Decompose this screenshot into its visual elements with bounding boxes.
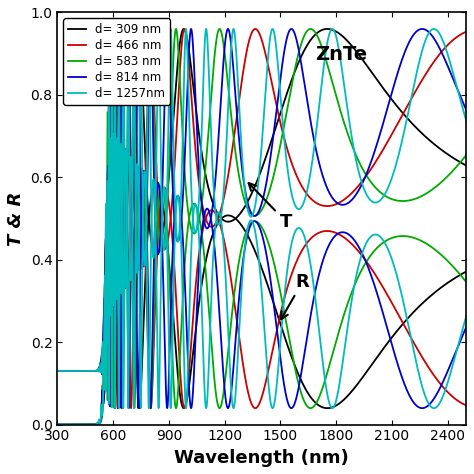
d= 466 nm (297, 179, 302, 184)
d= 583 nm (55, 422, 60, 428)
d= 309 nm (464, 163, 469, 168)
d= 466 nm (253, 26, 258, 32)
d= 814 nm (202, 224, 208, 229)
Line: d= 309 nm: d= 309 nm (57, 29, 466, 425)
Text: R: R (281, 273, 310, 319)
Y-axis label: T & R: T & R (7, 191, 25, 246)
d= 583 nm (55, 422, 60, 428)
d= 583 nm (380, 191, 385, 197)
d= 309 nm (358, 54, 364, 60)
d= 466 nm (314, 201, 320, 206)
d= 466 nm (358, 181, 364, 186)
d= 466 nm (202, 215, 208, 220)
Text: T: T (249, 183, 292, 231)
Text: ZnTe: ZnTe (315, 46, 367, 64)
X-axis label: Wavelength (nm): Wavelength (nm) (174, 449, 349, 467)
d= 466 nm (75, 422, 81, 428)
d= 466 nm (380, 148, 385, 154)
d= 583 nm (202, 166, 208, 172)
d= 583 nm (314, 33, 320, 39)
d= 583 nm (358, 162, 364, 168)
d= 309 nm (202, 171, 208, 177)
d= 583 nm (464, 152, 469, 158)
d= 1257nm (358, 175, 364, 181)
d= 309 nm (314, 30, 320, 36)
d= 814 nm (464, 107, 469, 113)
d= 1257nm (464, 118, 469, 124)
Legend: d= 309 nm, d= 466 nm, d= 583 nm, d= 814 nm, d= 1257nm: d= 309 nm, d= 466 nm, d= 583 nm, d= 814 … (63, 18, 170, 105)
Line: d= 814 nm: d= 814 nm (57, 29, 466, 425)
d= 814 nm (55, 422, 60, 428)
Line: d= 466 nm: d= 466 nm (57, 29, 466, 425)
d= 1257nm (431, 26, 437, 32)
Line: d= 1257nm: d= 1257nm (57, 29, 466, 425)
d= 814 nm (314, 152, 320, 158)
d= 1257nm (380, 195, 385, 201)
d= 1257nm (75, 422, 81, 428)
d= 466 nm (55, 422, 60, 428)
d= 583 nm (297, 47, 302, 53)
d= 1257nm (55, 422, 60, 428)
Line: d= 583 nm: d= 583 nm (57, 29, 466, 425)
d= 309 nm (75, 422, 81, 428)
d= 309 nm (380, 84, 385, 90)
d= 309 nm (325, 26, 330, 32)
d= 814 nm (380, 123, 385, 129)
d= 814 nm (75, 422, 81, 428)
d= 814 nm (297, 50, 302, 56)
d= 309 nm (296, 58, 302, 64)
d= 814 nm (419, 26, 425, 32)
d= 814 nm (55, 422, 60, 428)
d= 583 nm (75, 422, 81, 428)
d= 814 nm (358, 184, 364, 190)
d= 309 nm (55, 422, 60, 428)
d= 466 nm (464, 29, 469, 35)
d= 1257nm (202, 30, 208, 36)
d= 1257nm (296, 206, 302, 212)
d= 583 nm (308, 26, 313, 32)
d= 1257nm (314, 121, 320, 127)
